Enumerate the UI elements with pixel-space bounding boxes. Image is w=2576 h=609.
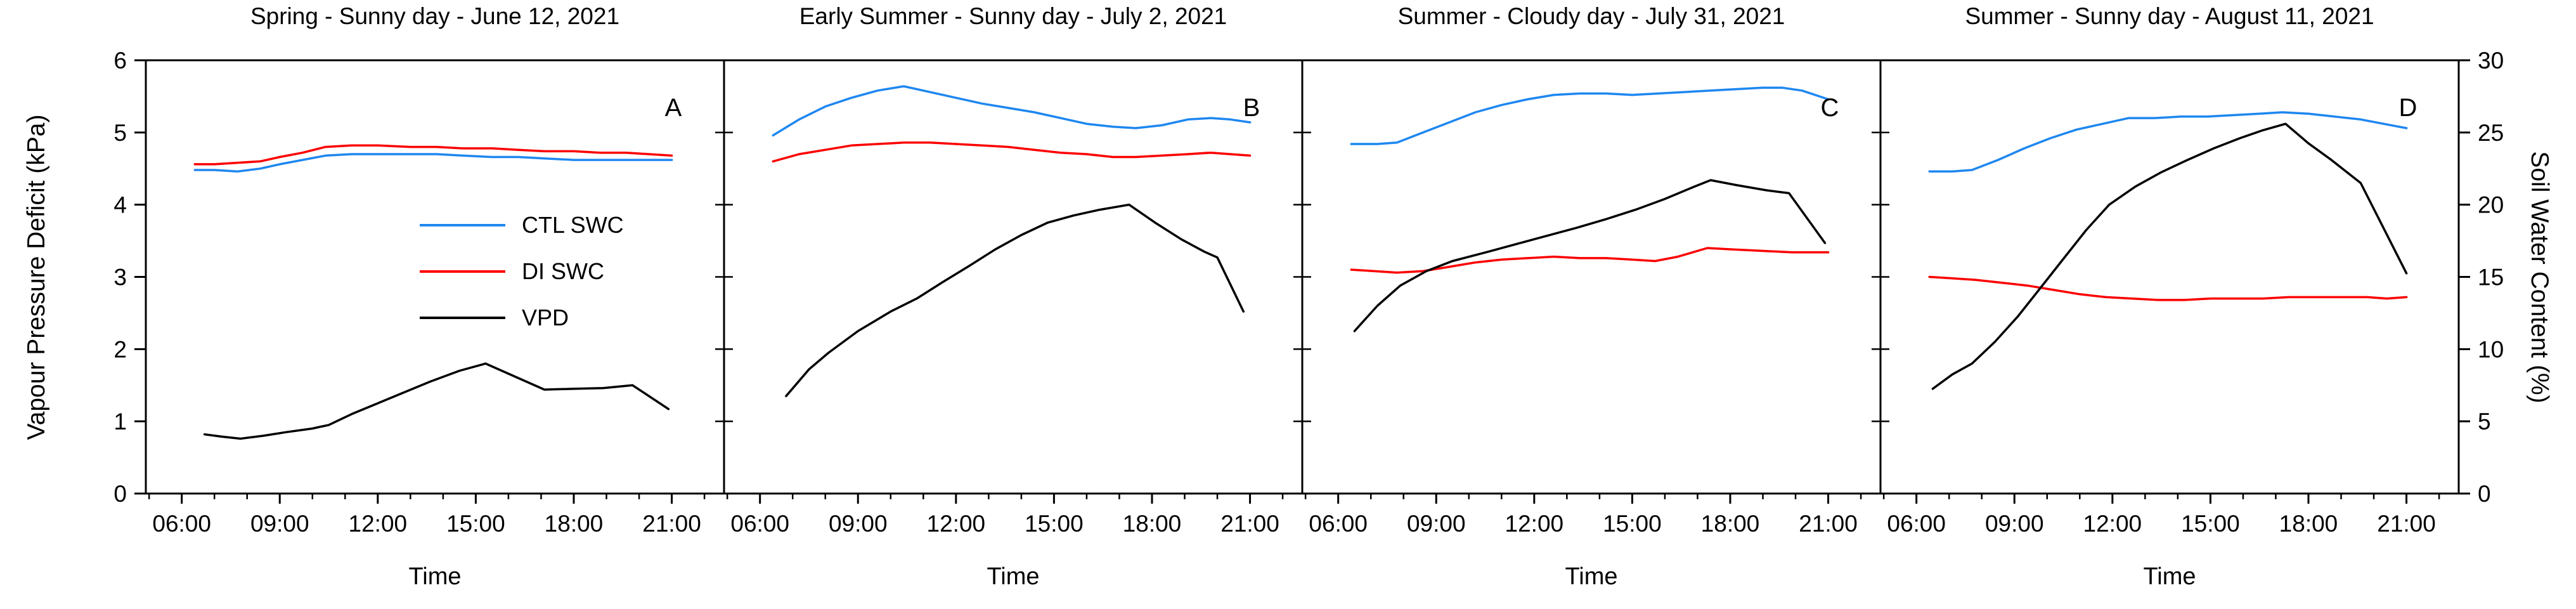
x-tick-label: 12:00 <box>349 511 408 537</box>
x-tick-label: 09:00 <box>1407 511 1466 537</box>
ctl-swc-line-swatch <box>420 223 505 226</box>
x-tick-label: 15:00 <box>1025 511 1084 537</box>
x-tick-label: 12:00 <box>1505 511 1564 537</box>
legend: CTL SWC DI SWC VPD <box>420 202 624 341</box>
x-tick-label: 09:00 <box>829 511 888 537</box>
x-tick-label: 21:00 <box>1799 511 1858 537</box>
x-axis-label-panel-a: Time <box>408 563 462 590</box>
panel-a-title: Spring - Sunny day - June 12, 2021 <box>250 3 620 29</box>
x-axis-label-panel-c: Time <box>1565 563 1618 590</box>
vpd-line-swatch <box>420 316 505 319</box>
legend-item-vpd: VPD <box>420 294 624 341</box>
x-tick-label: 06:00 <box>1309 511 1368 537</box>
series-line-di-swc-c <box>1350 247 1830 274</box>
y-left-tick-label: 6 <box>113 48 127 74</box>
panel-frame-d <box>1879 59 2460 495</box>
x-axis-label-panel-b: Time <box>987 563 1040 590</box>
x-tick-label: 18:00 <box>2279 511 2338 537</box>
series-line-ctl-swc-c <box>1350 86 1830 145</box>
x-tick-label: 06:00 <box>152 511 211 537</box>
series-line-ctl-swc-b <box>772 85 1252 137</box>
y-left-tick-label: 4 <box>113 192 127 218</box>
y-axis-left-label: Vapour Pressure Deficit (kPa) <box>23 114 50 440</box>
series-line-di-swc-a <box>193 144 673 166</box>
x-tick-label: 09:00 <box>1985 511 2044 537</box>
x-tick-label: 15:00 <box>1603 511 1662 537</box>
legend-item-ctl-swc: CTL SWC <box>420 202 624 248</box>
y-left-tick-label: 1 <box>113 409 127 435</box>
y-right-tick-label: 10 <box>2478 336 2504 362</box>
panel-b-title: Early Summer - Sunny day - July 2, 2021 <box>799 3 1227 29</box>
y-left-tick-label: 3 <box>113 265 127 291</box>
x-tick-label: 06:00 <box>1887 511 1946 537</box>
y-right-tick-label: 25 <box>2478 120 2504 146</box>
x-tick-label: 09:00 <box>250 511 309 537</box>
x-tick-label: 15:00 <box>2181 511 2240 537</box>
series-line-ctl-swc-d <box>1928 111 2408 173</box>
x-tick-label: 18:00 <box>545 511 604 537</box>
y-left-tick-label: 0 <box>113 481 127 507</box>
series-line-vpd-a <box>203 362 670 440</box>
panel-b-letter: B <box>1243 94 1260 122</box>
y-right-tick-label: 30 <box>2478 48 2504 74</box>
series-line-ctl-swc-a <box>193 153 673 173</box>
panel-c-letter: C <box>1820 94 1839 122</box>
x-axis-label-panel-d: Time <box>2143 563 2196 590</box>
x-tick-label: 18:00 <box>1701 511 1760 537</box>
panel-c-title: Summer - Cloudy day - July 31, 2021 <box>1397 3 1785 29</box>
panel-frame-b <box>723 59 1304 495</box>
x-tick-label: 21:00 <box>2377 511 2436 537</box>
x-tick-label: 06:00 <box>730 511 789 537</box>
y-right-tick-label: 15 <box>2478 265 2504 291</box>
y-axis-right-label: Soil Water Content (%) <box>2526 151 2553 403</box>
legend-label-vpd: VPD <box>522 304 569 331</box>
x-tick-label: 12:00 <box>927 511 986 537</box>
series-line-vpd-c <box>1353 179 1827 332</box>
y-left-tick-label: 5 <box>113 120 127 146</box>
x-tick-label: 12:00 <box>2083 511 2142 537</box>
x-tick-label: 18:00 <box>1123 511 1182 537</box>
y-right-tick-label: 5 <box>2478 409 2491 435</box>
legend-label-di-swc: DI SWC <box>522 258 604 284</box>
series-line-vpd-b <box>785 203 1245 398</box>
panel-d-title: Summer - Sunny day - August 11, 2021 <box>1965 3 2374 29</box>
series-line-vpd-d <box>1931 122 2408 390</box>
series-line-di-swc-b <box>772 141 1252 163</box>
di-swc-line-swatch <box>420 270 505 273</box>
x-tick-label: 15:00 <box>446 511 505 537</box>
x-tick-label: 21:00 <box>642 511 701 537</box>
series-line-di-swc-d <box>1928 275 2408 301</box>
y-right-tick-label: 0 <box>2478 481 2491 507</box>
legend-label-ctl-swc: CTL SWC <box>522 211 624 238</box>
y-left-tick-label: 2 <box>113 336 127 362</box>
y-right-tick-label: 20 <box>2478 192 2504 218</box>
legend-item-di-swc: DI SWC <box>420 248 624 294</box>
panel-a-letter: A <box>664 94 682 122</box>
panel-frame-c <box>1301 59 1882 495</box>
x-tick-label: 21:00 <box>1220 511 1279 537</box>
panel-d-letter: D <box>2398 94 2417 122</box>
